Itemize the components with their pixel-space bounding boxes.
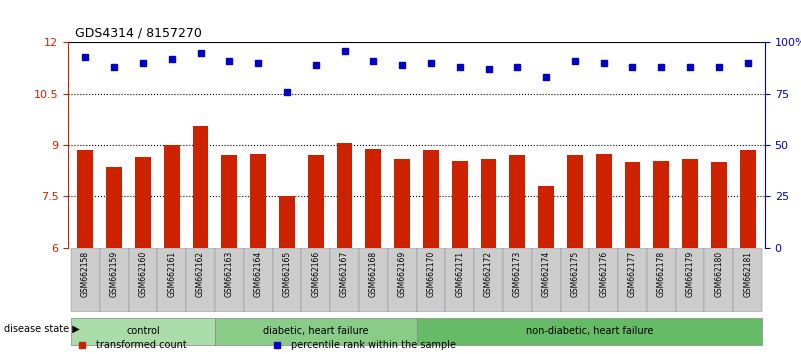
FancyBboxPatch shape bbox=[705, 248, 733, 312]
Text: GSM662166: GSM662166 bbox=[312, 251, 320, 297]
FancyBboxPatch shape bbox=[301, 248, 330, 312]
Text: GSM662174: GSM662174 bbox=[541, 251, 550, 297]
FancyBboxPatch shape bbox=[474, 248, 503, 312]
Text: GSM662170: GSM662170 bbox=[426, 251, 436, 297]
FancyBboxPatch shape bbox=[532, 248, 561, 312]
Text: non-diabetic, heart failure: non-diabetic, heart failure bbox=[525, 326, 653, 336]
Bar bbox=[452, 161, 468, 354]
FancyBboxPatch shape bbox=[388, 248, 417, 312]
Bar bbox=[336, 143, 352, 354]
FancyBboxPatch shape bbox=[186, 248, 215, 312]
Text: GSM662162: GSM662162 bbox=[196, 251, 205, 297]
Bar bbox=[682, 159, 698, 354]
FancyBboxPatch shape bbox=[71, 248, 100, 312]
FancyBboxPatch shape bbox=[647, 248, 676, 312]
Text: control: control bbox=[126, 326, 160, 336]
FancyBboxPatch shape bbox=[417, 318, 762, 346]
Bar bbox=[538, 186, 554, 354]
Text: GSM662163: GSM662163 bbox=[225, 251, 234, 297]
Bar bbox=[394, 159, 410, 354]
FancyBboxPatch shape bbox=[676, 248, 705, 312]
FancyBboxPatch shape bbox=[445, 248, 474, 312]
Text: GSM662169: GSM662169 bbox=[397, 251, 407, 297]
Bar bbox=[365, 149, 381, 354]
Text: transformed count: transformed count bbox=[96, 340, 187, 350]
Bar bbox=[625, 162, 641, 354]
Bar bbox=[596, 154, 612, 354]
FancyBboxPatch shape bbox=[100, 248, 128, 312]
Text: GSM662164: GSM662164 bbox=[254, 251, 263, 297]
FancyBboxPatch shape bbox=[417, 248, 445, 312]
Text: GSM662158: GSM662158 bbox=[81, 251, 90, 297]
FancyBboxPatch shape bbox=[503, 248, 532, 312]
Bar bbox=[250, 154, 266, 354]
FancyBboxPatch shape bbox=[244, 248, 272, 312]
Text: GSM662177: GSM662177 bbox=[628, 251, 637, 297]
Bar bbox=[279, 196, 295, 354]
FancyBboxPatch shape bbox=[157, 248, 186, 312]
Bar bbox=[509, 155, 525, 354]
FancyBboxPatch shape bbox=[359, 248, 388, 312]
Text: GSM662181: GSM662181 bbox=[743, 251, 752, 297]
FancyBboxPatch shape bbox=[330, 248, 359, 312]
Bar bbox=[78, 150, 93, 354]
Text: GSM662167: GSM662167 bbox=[340, 251, 349, 297]
Bar bbox=[567, 155, 583, 354]
Bar bbox=[654, 161, 669, 354]
Bar bbox=[164, 145, 179, 354]
Text: GSM662168: GSM662168 bbox=[368, 251, 378, 297]
Text: GSM662180: GSM662180 bbox=[714, 251, 723, 297]
FancyBboxPatch shape bbox=[590, 248, 618, 312]
Text: GSM662175: GSM662175 bbox=[570, 251, 579, 297]
FancyBboxPatch shape bbox=[618, 248, 647, 312]
Text: GSM662173: GSM662173 bbox=[513, 251, 521, 297]
Bar bbox=[423, 150, 439, 354]
Text: GSM662160: GSM662160 bbox=[139, 251, 147, 297]
Text: disease state ▶: disease state ▶ bbox=[4, 324, 80, 334]
Text: GSM662172: GSM662172 bbox=[484, 251, 493, 297]
FancyBboxPatch shape bbox=[561, 248, 590, 312]
FancyBboxPatch shape bbox=[215, 318, 417, 346]
Text: GSM662176: GSM662176 bbox=[599, 251, 608, 297]
Text: GSM662178: GSM662178 bbox=[657, 251, 666, 297]
FancyBboxPatch shape bbox=[215, 248, 244, 312]
Text: diabetic, heart failure: diabetic, heart failure bbox=[263, 326, 368, 336]
Bar bbox=[740, 150, 755, 354]
FancyBboxPatch shape bbox=[272, 248, 301, 312]
Bar bbox=[221, 155, 237, 354]
FancyBboxPatch shape bbox=[71, 318, 215, 346]
Bar bbox=[481, 159, 497, 354]
Text: GSM662171: GSM662171 bbox=[455, 251, 465, 297]
Text: percentile rank within the sample: percentile rank within the sample bbox=[291, 340, 456, 350]
Text: GSM662161: GSM662161 bbox=[167, 251, 176, 297]
Text: GSM662165: GSM662165 bbox=[283, 251, 292, 297]
Text: GSM662159: GSM662159 bbox=[110, 251, 119, 297]
Bar bbox=[192, 126, 208, 354]
Bar bbox=[711, 162, 727, 354]
Bar bbox=[135, 157, 151, 354]
Bar bbox=[308, 155, 324, 354]
Bar bbox=[107, 167, 122, 354]
Text: GDS4314 / 8157270: GDS4314 / 8157270 bbox=[75, 27, 202, 40]
FancyBboxPatch shape bbox=[733, 248, 762, 312]
Text: GSM662179: GSM662179 bbox=[686, 251, 694, 297]
FancyBboxPatch shape bbox=[128, 248, 157, 312]
